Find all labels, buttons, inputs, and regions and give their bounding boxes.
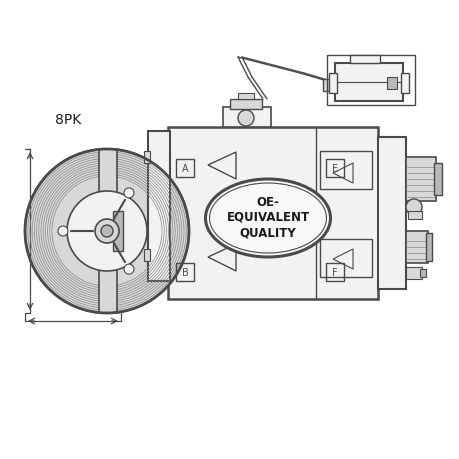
Bar bbox=[419, 269, 425, 277]
Bar bbox=[176, 160, 194, 178]
Bar bbox=[425, 234, 431, 262]
Circle shape bbox=[67, 191, 147, 271]
Bar bbox=[334, 64, 402, 102]
Circle shape bbox=[58, 226, 68, 236]
Bar bbox=[319, 240, 371, 277]
Bar bbox=[325, 160, 343, 178]
Bar bbox=[377, 138, 405, 289]
Bar bbox=[400, 74, 408, 94]
Text: 8PK: 8PK bbox=[55, 113, 81, 127]
Circle shape bbox=[405, 200, 421, 216]
Bar bbox=[319, 151, 371, 190]
Text: E: E bbox=[331, 164, 337, 174]
Bar bbox=[326, 56, 414, 106]
Bar bbox=[349, 56, 379, 64]
Bar bbox=[223, 108, 270, 128]
Bar bbox=[144, 151, 150, 164]
Circle shape bbox=[124, 189, 134, 198]
Bar bbox=[99, 150, 117, 313]
Bar bbox=[386, 78, 396, 90]
Bar bbox=[325, 263, 343, 281]
Bar bbox=[328, 74, 336, 94]
Text: QUALITY: QUALITY bbox=[239, 226, 296, 239]
Text: EQUIVALENT: EQUIVALENT bbox=[226, 210, 309, 223]
Circle shape bbox=[124, 264, 134, 274]
Bar bbox=[405, 231, 427, 263]
Ellipse shape bbox=[205, 179, 330, 257]
Bar bbox=[322, 80, 338, 92]
Bar bbox=[144, 249, 150, 262]
Bar bbox=[407, 212, 421, 219]
Circle shape bbox=[237, 111, 253, 127]
Bar bbox=[405, 157, 435, 202]
Bar bbox=[230, 100, 262, 110]
Bar bbox=[405, 268, 421, 280]
Bar bbox=[433, 164, 441, 196]
Bar bbox=[168, 128, 377, 299]
Circle shape bbox=[101, 225, 113, 237]
Circle shape bbox=[95, 219, 119, 243]
Text: OE-: OE- bbox=[256, 196, 279, 209]
Bar bbox=[148, 132, 170, 281]
Circle shape bbox=[25, 150, 189, 313]
Bar bbox=[176, 263, 194, 281]
Text: A: A bbox=[181, 164, 188, 174]
Text: B: B bbox=[181, 268, 188, 277]
Bar bbox=[237, 94, 253, 100]
Text: F: F bbox=[331, 268, 337, 277]
Bar bbox=[113, 212, 123, 252]
